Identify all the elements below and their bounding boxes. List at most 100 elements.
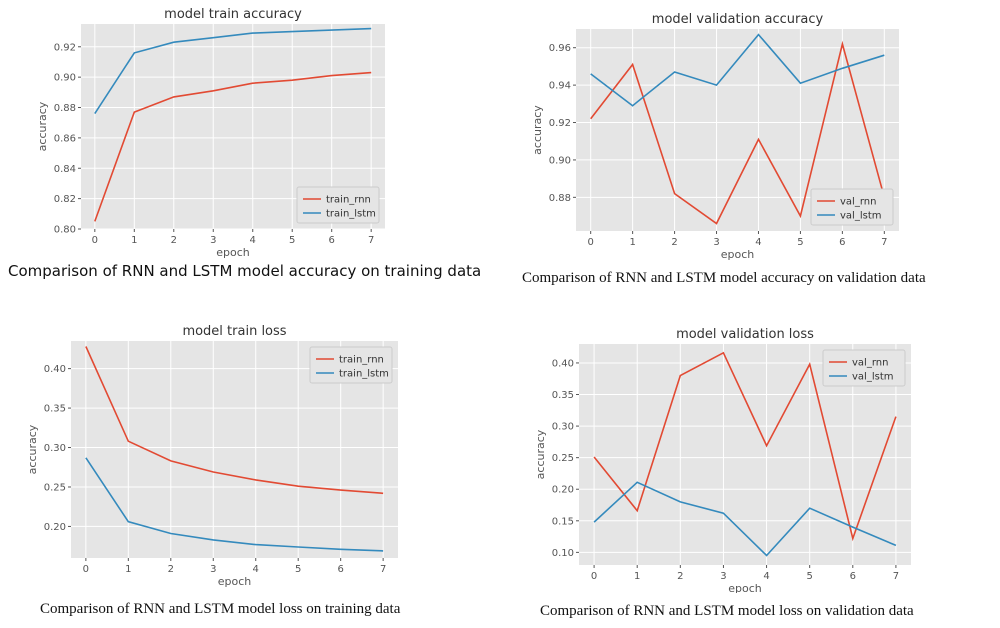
x-tick-label: 3 [713,237,719,248]
y-tick-label: 0.90 [54,73,76,84]
y-tick-label: 0.88 [549,193,571,204]
caption-train-accuracy: Comparison of RNN and LSTM model accurac… [8,262,482,280]
legend-label: train_rnn [339,355,384,366]
series-line-val_lstm [593,481,897,557]
y-tick-label: 0.96 [549,43,571,54]
y-tick-label: 0.30 [552,422,574,433]
y-tick-label: 0.40 [552,358,574,369]
x-tick-label: 2 [168,564,174,575]
series-line-val_lstm [590,33,885,107]
x-tick-label: 4 [763,571,769,582]
y-tick-label: 0.30 [44,443,66,454]
y-tick-label: 0.86 [54,133,76,144]
caption-train-loss: Comparison of RNN and LSTM model loss on… [40,601,401,617]
x-tick-label: 5 [295,564,301,575]
y-tick-label: 0.35 [44,404,66,415]
x-tick-label: 6 [850,571,856,582]
x-axis-label: epoch [216,246,250,259]
y-tick-label: 0.92 [54,42,76,53]
x-tick-label: 0 [92,235,98,246]
x-tick-label: 6 [329,235,335,246]
x-tick-label: 3 [210,235,216,246]
legend-box [810,188,894,226]
x-tick-label: 4 [755,237,761,248]
legend-label: val_lstm [840,211,881,222]
legend-box [309,346,393,384]
series-line-train_lstm [85,457,384,552]
x-tick-label: 2 [677,571,683,582]
series-line-train_lstm [94,27,372,115]
chart-title: model train accuracy [164,7,302,22]
caption-validation-loss: Comparison of RNN and LSTM model loss on… [540,603,914,619]
x-tick-label: 2 [671,237,677,248]
x-tick-label: 0 [83,564,89,575]
legend-label: val_rnn [852,358,888,369]
x-tick-label: 0 [587,237,593,248]
chart-title: model validation loss [676,327,814,342]
y-tick-label: 0.88 [54,103,76,114]
chart-train-accuracy: 0.80 0.82 0.84 0.86 0.88 0.90 0.92 0 1 2 3 4 5 6 7 mode… [0,0,400,262]
chart-train-accuracy-svg: 0.80 0.82 0.84 0.86 0.88 0.90 0.92 0 1 2 3 4 5 6 7 mode… [36,7,385,259]
y-tick-label: 0.25 [44,482,66,493]
chart-train-loss-svg: 0.20 0.25 0.30 0.35 0.40 0 1 2 3 4 5 6 7 model train … [26,324,398,588]
x-tick-label: 1 [131,235,137,246]
x-tick-label: 4 [253,564,259,575]
x-tick-label: 3 [210,564,216,575]
chart-title: model validation accuracy [652,12,824,27]
chart-validation-loss: 0.10 0.15 0.20 0.25 0.30 0.35 0.40 0 1 2 3 4 5 6 7 mode… [520,325,920,595]
x-tick-label: 7 [881,237,887,248]
legend-label: train_rnn [326,195,371,206]
y-tick-label: 0.20 [44,522,66,533]
x-tick-label: 7 [380,564,386,575]
legend-label: train_lstm [339,369,389,380]
x-tick-label: 1 [634,571,640,582]
y-tick-label: 0.82 [54,194,76,205]
x-axis-label: epoch [721,248,755,261]
y-tick-label: 0.84 [54,164,76,175]
chart-validation-loss-svg: 0.10 0.15 0.20 0.25 0.30 0.35 0.40 0 1 2 3 4 5 6 7 mode… [534,327,911,595]
series-line-train_rnn [85,346,384,495]
legend-box [296,186,380,224]
y-tick-label: 0.15 [552,516,574,527]
x-tick-label: 2 [171,235,177,246]
y-axis-label: accuracy [26,424,39,474]
x-axis-label: epoch [728,582,762,593]
chart-train-loss: 0.20 0.25 0.30 0.35 0.40 0 1 2 3 4 5 6 7 model train … [0,320,410,592]
caption-validation-accuracy: Comparison of RNN and LSTM model accurac… [522,270,926,286]
y-tick-label: 0.35 [552,390,574,401]
y-axis-label: accuracy [534,429,547,479]
x-tick-label: 1 [125,564,131,575]
x-tick-label: 3 [720,571,726,582]
y-tick-label: 0.90 [549,155,571,166]
x-tick-label: 5 [289,235,295,246]
chart-validation-accuracy-svg: 0.88 0.90 0.92 0.94 0.96 0 1 2 3 4 5 6 7 model valida… [531,12,899,261]
y-tick-label: 0.80 [54,225,76,236]
y-axis-label: accuracy [36,101,49,151]
y-tick-label: 0.25 [552,453,574,464]
series-line-val_rnn [593,351,897,542]
x-tick-label: 6 [839,237,845,248]
chart-validation-accuracy: 0.88 0.90 0.92 0.94 0.96 0 1 2 3 4 5 6 7 model valida… [515,0,930,262]
x-tick-label: 1 [629,237,635,248]
x-tick-label: 0 [591,571,597,582]
legend-label: train_lstm [326,209,376,220]
y-tick-label: 0.94 [549,81,571,92]
y-axis-label: accuracy [531,105,544,155]
series-line-val_rnn [590,40,886,225]
x-tick-label: 5 [797,237,803,248]
x-tick-label: 5 [806,571,812,582]
y-tick-label: 0.92 [549,118,571,129]
x-tick-label: 7 [893,571,899,582]
legend-box [822,349,906,387]
series-line-train_rnn [94,71,372,222]
chart-title: model train loss [182,324,286,339]
x-axis-label: epoch [218,575,252,588]
legend-label: val_rnn [840,197,876,208]
y-tick-label: 0.10 [552,548,574,559]
x-tick-label: 6 [337,564,343,575]
legend-label: val_lstm [852,372,893,383]
y-tick-label: 0.20 [552,485,574,496]
x-tick-label: 7 [368,235,374,246]
y-tick-label: 0.40 [44,364,66,375]
x-tick-label: 4 [250,235,256,246]
